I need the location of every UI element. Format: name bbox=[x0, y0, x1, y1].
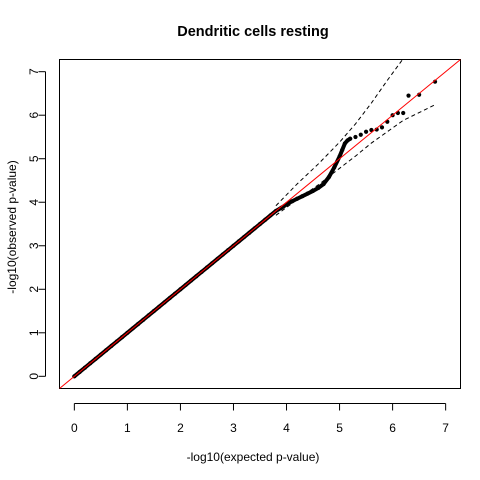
y-tick-label: 1 bbox=[27, 329, 41, 336]
data-point bbox=[369, 127, 374, 133]
chart-title: Dendritic cells resting bbox=[177, 24, 329, 40]
x-tick-label: 0 bbox=[71, 421, 78, 435]
x-tick-label: 4 bbox=[283, 421, 290, 435]
x-tick-label: 1 bbox=[124, 421, 131, 435]
reference-line bbox=[59, 59, 461, 389]
y-tick-label: 6 bbox=[27, 112, 41, 119]
x-tick-label: 7 bbox=[442, 421, 449, 435]
data-point bbox=[358, 132, 363, 137]
data-points-trace bbox=[72, 136, 353, 379]
upper-confidence-band bbox=[275, 59, 404, 207]
data-point bbox=[379, 125, 385, 130]
x-tick-label: 3 bbox=[230, 421, 237, 435]
y-tick-label: 5 bbox=[27, 155, 41, 162]
x-tick-label: 5 bbox=[336, 421, 343, 435]
x-tick-label: 2 bbox=[177, 421, 184, 435]
y-tick-label: 4 bbox=[27, 199, 41, 206]
y-tick-label: 7 bbox=[27, 68, 41, 75]
data-point bbox=[406, 93, 411, 98]
y-tick-label: 0 bbox=[27, 373, 41, 380]
data-point bbox=[363, 129, 369, 134]
x-axis-ticks: 0 1 2 3 4 5 6 7 bbox=[71, 403, 449, 435]
x-axis-label: -log10(expected p-value) bbox=[187, 450, 320, 464]
data-point bbox=[401, 110, 406, 116]
plot-content bbox=[59, 59, 461, 389]
y-tick-label: 3 bbox=[27, 242, 41, 249]
plot-area bbox=[59, 59, 461, 389]
y-axis-ticks: 0 1 2 3 4 5 6 7 bbox=[27, 68, 46, 380]
y-axis-label: -log10(observed p-value) bbox=[5, 160, 19, 293]
plot-frame bbox=[59, 59, 461, 389]
y-tick-label: 2 bbox=[27, 286, 41, 293]
data-point bbox=[353, 134, 358, 140]
x-tick-label: 6 bbox=[389, 421, 396, 435]
